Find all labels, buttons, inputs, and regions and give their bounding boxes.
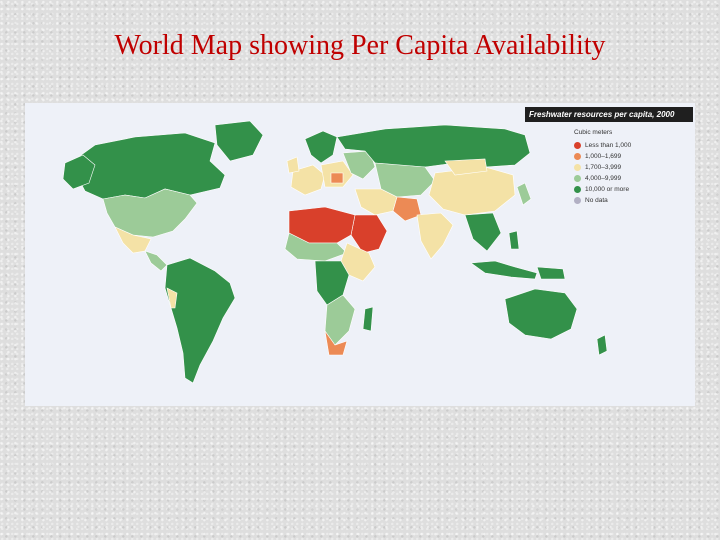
philippines-region <box>508 230 520 250</box>
southeast-asia-region <box>464 212 502 252</box>
world-map-graphic <box>62 120 608 384</box>
legend-item-1700-3999: 1,700–3,999 <box>574 162 692 173</box>
south-america-region <box>164 257 236 384</box>
legend-item-no-data: No data <box>574 195 692 206</box>
legend-label: 1,700–3,999 <box>585 164 622 171</box>
north-africa-region <box>288 206 356 244</box>
central-america-region <box>144 250 168 272</box>
legend-label: No data <box>585 197 608 204</box>
western-europe-region <box>290 164 326 196</box>
poland-region <box>330 172 344 184</box>
legend-swatch <box>574 175 581 182</box>
legend-item-1000-1699: 1,000–1,699 <box>574 151 692 162</box>
peru-region <box>166 287 178 309</box>
mongolia-region <box>444 158 488 176</box>
legend-swatch <box>574 142 581 149</box>
greenland-region <box>214 120 264 162</box>
legend-swatch <box>574 197 581 204</box>
korea-japan-region <box>516 182 532 206</box>
legend-item-less-than-1000: Less than 1,000 <box>574 140 692 151</box>
indonesia-region <box>470 260 538 280</box>
south-africa-region <box>324 330 348 356</box>
australia-region <box>504 288 578 340</box>
legend-label: 10,000 or more <box>585 186 630 193</box>
legend-label: 4,000–9,999 <box>585 175 622 182</box>
legend-title: Cubic meters <box>574 129 613 136</box>
legend-swatch <box>574 186 581 193</box>
slide-title: World Map showing Per Capita Availabilit… <box>114 30 606 61</box>
pakistan-region <box>392 196 422 222</box>
new-guinea-region <box>536 266 566 280</box>
alaska-region <box>62 154 96 190</box>
legend-swatch <box>574 153 581 160</box>
map-legend: Cubic meters Less than 1,000 1,000–1,699… <box>574 129 692 206</box>
india-region <box>416 212 454 260</box>
china-region <box>428 166 516 216</box>
map-header: Freshwater resources per capita, 2000 <box>525 107 693 122</box>
madagascar-region <box>362 306 374 332</box>
legend-swatch <box>574 164 581 171</box>
sahel-region <box>284 232 348 262</box>
legend-label: 1,000–1,699 <box>585 153 622 160</box>
new-zealand-region <box>596 334 608 356</box>
legend-item-10000-or-more: 10,000 or more <box>574 184 692 195</box>
scandinavia-region <box>304 130 338 164</box>
legend-label: Less than 1,000 <box>585 142 632 149</box>
legend-item-4000-9999: 4,000–9,999 <box>574 173 692 184</box>
uk-region <box>286 156 300 174</box>
world-map: Freshwater resources per capita, 2000 Cu… <box>25 103 695 406</box>
